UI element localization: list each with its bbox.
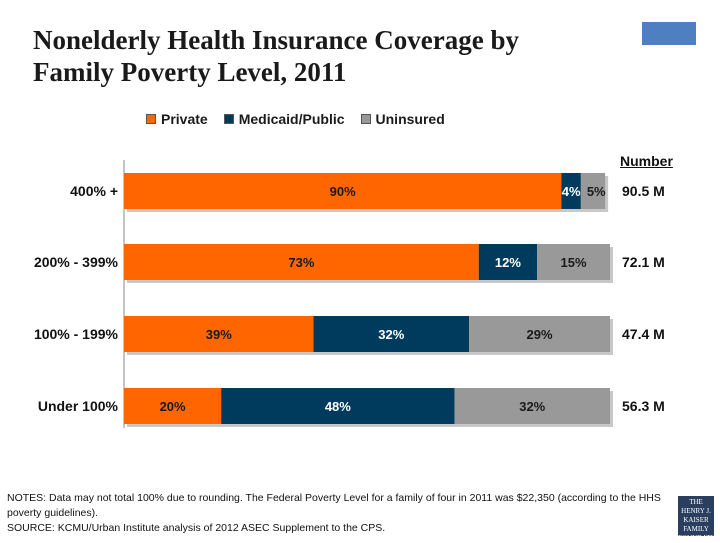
legend-label-uninsured: Uninsured xyxy=(375,111,445,127)
bar-segment xyxy=(124,316,314,352)
bar-segment xyxy=(221,388,455,424)
data-label: 12% xyxy=(495,255,521,270)
logo-line3: FAMILY xyxy=(683,525,709,533)
bar-segment xyxy=(124,173,562,209)
number-column-header: Number xyxy=(620,153,673,169)
bar-segment xyxy=(561,173,581,209)
source-text: SOURCE: KCMU/Urban Institute analysis of… xyxy=(7,522,386,534)
category-label: 100% - 199% xyxy=(34,326,119,342)
legend-item-medicaid: Medicaid/Public xyxy=(223,111,345,127)
data-label: 5% xyxy=(587,184,606,199)
bar-segment xyxy=(454,388,610,424)
legend-label-medicaid: Medicaid/Public xyxy=(238,111,345,127)
number-value: 72.1 M xyxy=(622,254,665,270)
data-label: 90% xyxy=(330,184,356,199)
bar-segment xyxy=(124,244,479,280)
legend-swatch-medicaid xyxy=(223,114,234,124)
data-label: 39% xyxy=(206,327,232,342)
legend-swatch-uninsured xyxy=(360,114,371,124)
data-label: 29% xyxy=(527,327,553,342)
category-label: Under 100% xyxy=(38,398,119,414)
chart-title-line1: Nonelderly Health Insurance Coverage by xyxy=(33,25,519,55)
legend-label-private: Private xyxy=(161,111,208,127)
logo-line1: THE HENRY J. xyxy=(681,498,711,515)
chart-legend: Private Medicaid/Public Uninsured xyxy=(146,111,445,127)
chart-title-line2: Family Poverty Level, 2011 xyxy=(33,57,347,87)
bar-segment xyxy=(313,316,470,352)
data-label: 15% xyxy=(561,255,587,270)
data-label: 4% xyxy=(562,184,581,199)
data-label: 32% xyxy=(519,399,545,414)
legend-item-private: Private xyxy=(146,111,208,127)
bar-segment xyxy=(580,173,606,209)
category-label: 200% - 399% xyxy=(34,254,119,270)
data-label: 20% xyxy=(160,399,186,414)
data-label: 32% xyxy=(378,327,404,342)
kaiser-logo: THE HENRY J. KAISER FAMILY FOUNDATION xyxy=(678,496,720,542)
category-label: 400% + xyxy=(70,183,118,199)
legend-swatch-private xyxy=(146,114,156,124)
notes-text: NOTES: Data may not total 100% due to ro… xyxy=(7,492,661,519)
data-label: 48% xyxy=(325,399,351,414)
bar-segment xyxy=(124,388,222,424)
legend-item-uninsured: Uninsured xyxy=(360,111,445,127)
logo-line4: FOUNDATION xyxy=(678,534,720,542)
logo-line2: KAISER xyxy=(683,516,709,524)
bar-segment xyxy=(478,244,538,280)
notes-block: NOTES: Data may not total 100% due to ro… xyxy=(7,491,673,536)
data-label: 73% xyxy=(288,255,314,270)
chart-title: Nonelderly Health Insurance Coverage by … xyxy=(33,24,633,88)
number-value: 56.3 M xyxy=(622,398,665,414)
number-value: 90.5 M xyxy=(622,183,665,199)
number-value: 47.4 M xyxy=(622,326,665,342)
corner-decoration xyxy=(642,22,696,45)
bar-segment xyxy=(537,244,610,280)
bar-segment xyxy=(469,316,610,352)
